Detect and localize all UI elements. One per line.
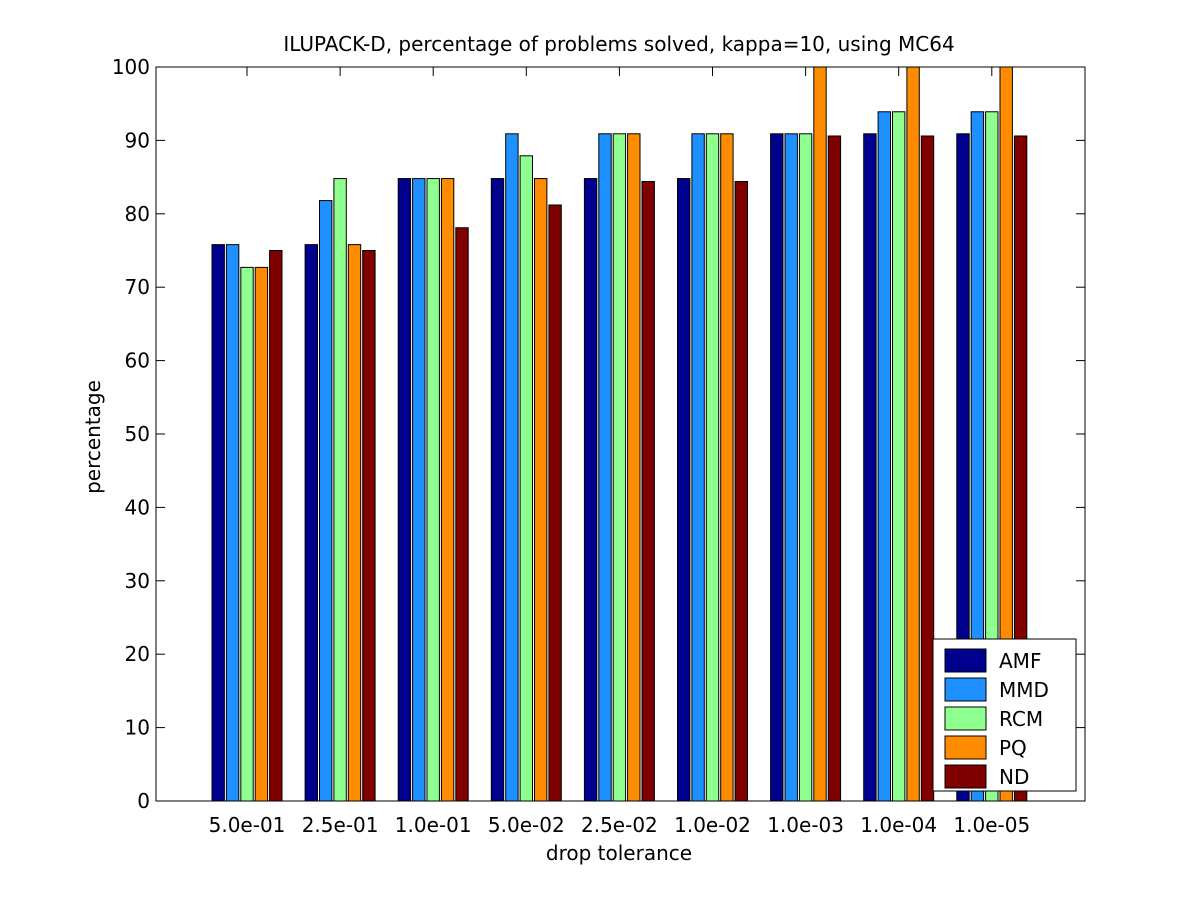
bar bbox=[304, 244, 319, 802]
bar bbox=[598, 133, 612, 802]
bar bbox=[985, 111, 999, 802]
legend: AMF MMD RCM PQ ND bbox=[932, 638, 1077, 792]
legend-swatch bbox=[944, 735, 987, 760]
x-axis-label: drop tolerance bbox=[546, 841, 692, 865]
bar bbox=[240, 266, 254, 802]
y-tick-label: 50 bbox=[125, 422, 150, 446]
bar bbox=[440, 178, 455, 802]
x-tick-label: 1.0e-04 bbox=[860, 813, 937, 837]
bar bbox=[798, 133, 813, 802]
legend-swatch bbox=[944, 764, 987, 789]
y-tick-label: 40 bbox=[125, 495, 150, 519]
chart-title: ILUPACK-D, percentage of problems solved… bbox=[283, 32, 954, 56]
y-axis-label: percentage bbox=[81, 380, 105, 494]
bar bbox=[827, 135, 842, 802]
bar bbox=[412, 178, 426, 802]
bar bbox=[813, 66, 827, 802]
x-tick-label: 1.0e-02 bbox=[674, 813, 751, 837]
bar bbox=[691, 133, 705, 802]
y-tick-label: 20 bbox=[125, 642, 150, 666]
bar bbox=[269, 250, 283, 802]
bar bbox=[612, 133, 627, 802]
bar bbox=[627, 133, 641, 802]
bar bbox=[347, 244, 362, 802]
bar bbox=[720, 133, 734, 802]
plot-area: 0 10 20 30 40 50 60 70 80 90 100 5.0e-01 2.5e-01 1.0e… bbox=[112, 55, 1086, 837]
legend-label: AMF bbox=[999, 649, 1041, 673]
bar bbox=[583, 178, 598, 802]
bar bbox=[677, 178, 691, 802]
bar bbox=[225, 244, 240, 802]
legend-swatch bbox=[944, 706, 987, 731]
bar bbox=[705, 133, 720, 802]
bar bbox=[956, 133, 970, 802]
x-tick-label: 1.0e-01 bbox=[395, 813, 472, 837]
x-tick-label: 5.0e-01 bbox=[209, 813, 286, 837]
x-tick-label: 1.0e-05 bbox=[953, 813, 1030, 837]
bar bbox=[362, 250, 376, 802]
y-tick-label: 0 bbox=[137, 789, 150, 813]
bar bbox=[863, 133, 877, 802]
x-tick-label: 1.0e-03 bbox=[767, 813, 844, 837]
bar bbox=[641, 181, 655, 802]
bar bbox=[999, 66, 1013, 802]
legend-swatch bbox=[944, 648, 987, 673]
bar bbox=[455, 227, 469, 802]
x-tick-label: 5.0e-02 bbox=[488, 813, 565, 837]
legend-label: ND bbox=[999, 765, 1029, 789]
bar bbox=[333, 178, 347, 802]
legend-label: PQ bbox=[999, 736, 1027, 760]
bar bbox=[397, 178, 412, 802]
y-tick-label: 60 bbox=[125, 349, 150, 373]
bar bbox=[534, 178, 548, 802]
bar bbox=[920, 135, 935, 802]
y-tick-label: 70 bbox=[125, 275, 150, 299]
bar bbox=[505, 133, 519, 802]
bar bbox=[970, 111, 985, 802]
bar bbox=[319, 200, 333, 802]
bar bbox=[548, 204, 562, 802]
bar bbox=[490, 178, 505, 802]
y-tick-label: 100 bbox=[112, 55, 150, 79]
bar bbox=[906, 66, 920, 802]
y-tick-label: 10 bbox=[125, 716, 150, 740]
bar bbox=[770, 133, 784, 802]
bar bbox=[877, 111, 891, 802]
bar bbox=[892, 111, 906, 802]
bar bbox=[254, 266, 269, 802]
bar bbox=[1013, 135, 1028, 802]
y-tick-label: 90 bbox=[125, 128, 150, 152]
x-tick-label: 2.5e-02 bbox=[581, 813, 658, 837]
bar bbox=[426, 178, 440, 802]
bar bbox=[784, 133, 798, 802]
bar bbox=[734, 181, 748, 802]
y-tick-label: 80 bbox=[125, 202, 150, 226]
bar bbox=[211, 244, 225, 802]
legend-label: RCM bbox=[999, 707, 1043, 731]
y-tick-label: 30 bbox=[125, 569, 150, 593]
legend-label: MMD bbox=[999, 678, 1049, 702]
bar bbox=[519, 155, 533, 802]
x-tick-label: 2.5e-01 bbox=[302, 813, 379, 837]
legend-swatch bbox=[944, 677, 987, 702]
